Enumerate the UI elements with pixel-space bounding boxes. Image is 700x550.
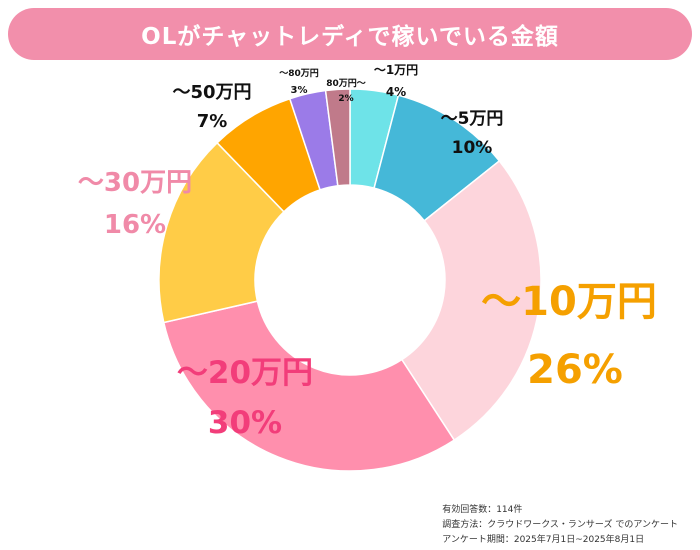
donut-slice — [158, 141, 285, 324]
slice-label: ～1万円 — [374, 63, 418, 77]
footer-period: アンケート期間：2025年7月1日~2025年8月1日 — [442, 535, 645, 545]
donut-slice — [324, 88, 351, 187]
title-bar: OLがチャットレディで稼いでいる金額 — [8, 8, 692, 60]
slice-label: ～10万円 — [481, 279, 657, 325]
slice-percent-label: 30% — [208, 405, 282, 441]
slice-percent-label: 10% — [452, 138, 493, 158]
donut-slice — [400, 159, 542, 442]
slice-percent-label: 16% — [104, 210, 166, 240]
slice-percent-label: 3% — [291, 85, 308, 96]
survey-footer: 有効回答数：114件 調査方法：クラウドワークス・ランサーズ でのアンケート ア… — [442, 503, 678, 548]
slice-percent-label: 26% — [527, 347, 623, 393]
slice-percent-label: 4% — [386, 85, 406, 99]
slice-label: ～5万円 — [441, 109, 504, 129]
slice-percent-label: 7% — [197, 111, 228, 132]
slice-label: 80万円～ — [326, 78, 366, 89]
donut-slice — [162, 300, 456, 472]
chart-title: OLがチャットレディで稼いでいる金額 — [141, 24, 559, 50]
slice-percent-label: 2% — [338, 94, 353, 104]
slice-label: ～20万円 — [177, 355, 313, 391]
slice-label: ～30万円 — [78, 168, 192, 198]
footer-respondents: 有効回答数：114件 — [442, 505, 523, 515]
slice-label: ～50万円 — [172, 82, 251, 103]
footer-method: 調査方法：クラウドワークス・ランサーズ でのアンケート — [442, 520, 678, 530]
slice-label: ～80万円 — [279, 68, 319, 79]
